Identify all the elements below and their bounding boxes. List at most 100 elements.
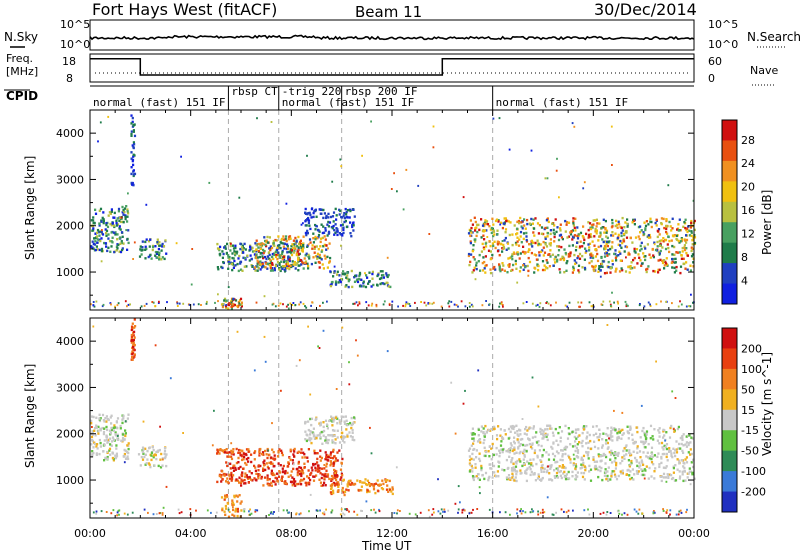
power-cell [346, 274, 349, 277]
velocity-cell [227, 515, 231, 518]
velocity-cell [330, 415, 333, 418]
power-cell [266, 255, 269, 258]
power-cell [605, 251, 608, 255]
power-cell [588, 235, 591, 238]
velocity-cell [316, 457, 319, 461]
velocity-cell [509, 478, 512, 481]
velocity-cell [340, 435, 343, 439]
velocity-cell [137, 453, 141, 456]
velocity-cell [377, 489, 380, 493]
power-cell [336, 233, 339, 237]
power-cell [227, 256, 230, 259]
power-cell [119, 220, 123, 224]
velocity-cell [335, 470, 338, 473]
velocity-cell [551, 479, 554, 482]
velocity-cell [595, 425, 598, 428]
velocity-cell [342, 415, 345, 419]
power-cell [352, 221, 355, 224]
power-cell [221, 302, 224, 306]
power-cell [279, 241, 282, 244]
power-cell [231, 268, 234, 272]
velocity-cell [104, 417, 107, 420]
velocity-cell [292, 449, 295, 452]
velocity-cell [549, 467, 552, 470]
power-cell [662, 240, 665, 243]
velocity-cell [272, 451, 275, 454]
power-cell [243, 242, 246, 246]
power-cell [324, 216, 328, 220]
power-cell [509, 221, 512, 224]
velocity-cell [240, 480, 243, 484]
power-cell [237, 300, 240, 304]
power-cell [120, 216, 123, 219]
velocity-cell [158, 448, 161, 452]
velocity-cell [317, 464, 320, 467]
power-cell [678, 241, 681, 244]
power-colorbar-tick: 8 [741, 251, 748, 264]
velocity-colorbar-swatch [722, 471, 737, 493]
power-cell [96, 231, 99, 235]
power-cell [223, 299, 226, 302]
velocity-cell [249, 513, 251, 516]
velocity-cell [244, 461, 247, 465]
power-cell [645, 268, 648, 271]
velocity-cell [236, 330, 239, 333]
power-cell [347, 285, 350, 289]
velocity-cell [602, 511, 605, 514]
velocity-cell [164, 455, 167, 458]
velocity-cell [685, 511, 688, 514]
power-cell [540, 232, 543, 235]
velocity-cell [491, 442, 494, 446]
power-cell [568, 301, 571, 304]
velocity-colorbar-tick: 100 [741, 363, 762, 376]
power-cell [301, 247, 304, 250]
velocity-cell [265, 453, 268, 456]
velocity-cell [515, 424, 518, 427]
velocity-cell [271, 448, 274, 451]
power-cell [285, 305, 288, 308]
velocity-cell [266, 478, 269, 482]
velocity-cell [509, 513, 511, 516]
power-cell [116, 217, 119, 220]
velocity-cell [113, 426, 117, 429]
power-cell [279, 256, 282, 259]
velocity-cell [331, 434, 334, 437]
power-cell [287, 303, 289, 306]
velocity-cell [499, 444, 503, 447]
power-cell [576, 226, 579, 229]
power-cell [94, 208, 97, 211]
power-cell [284, 270, 286, 273]
velocity-cell [629, 477, 632, 481]
power-cell [293, 249, 296, 253]
velocity-cell [595, 467, 598, 470]
power-cell [612, 234, 615, 237]
velocity-cell [437, 478, 439, 481]
velocity-cell [511, 449, 514, 453]
velocity-cell [614, 428, 617, 431]
velocity-cell [649, 424, 653, 428]
power-cell [275, 239, 278, 242]
velocity-cell [388, 488, 392, 492]
velocity-cell [652, 512, 655, 515]
velocity-cell [111, 456, 114, 460]
velocity-cell [286, 509, 288, 512]
power-cell [342, 270, 345, 273]
velocity-cell [621, 433, 624, 437]
power-cell [615, 259, 618, 262]
power-cell [649, 220, 652, 223]
power-cell [607, 265, 610, 269]
power-cell [356, 280, 360, 284]
power-cell [638, 304, 641, 307]
velocity-cell [632, 442, 635, 445]
nave-right-tick-top: 60 [708, 55, 722, 68]
velocity-cell [526, 429, 529, 432]
power-cell [105, 222, 108, 225]
velocity-cell [247, 450, 250, 453]
power-cell [596, 259, 600, 263]
velocity-cell [351, 435, 354, 439]
power-cell [623, 226, 626, 229]
velocity-cell [299, 478, 303, 482]
power-cell [671, 217, 674, 220]
power-cell [432, 146, 435, 149]
velocity-cell [268, 514, 270, 516]
